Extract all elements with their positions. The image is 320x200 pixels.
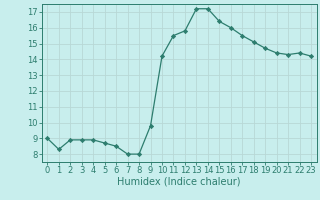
X-axis label: Humidex (Indice chaleur): Humidex (Indice chaleur) bbox=[117, 177, 241, 187]
